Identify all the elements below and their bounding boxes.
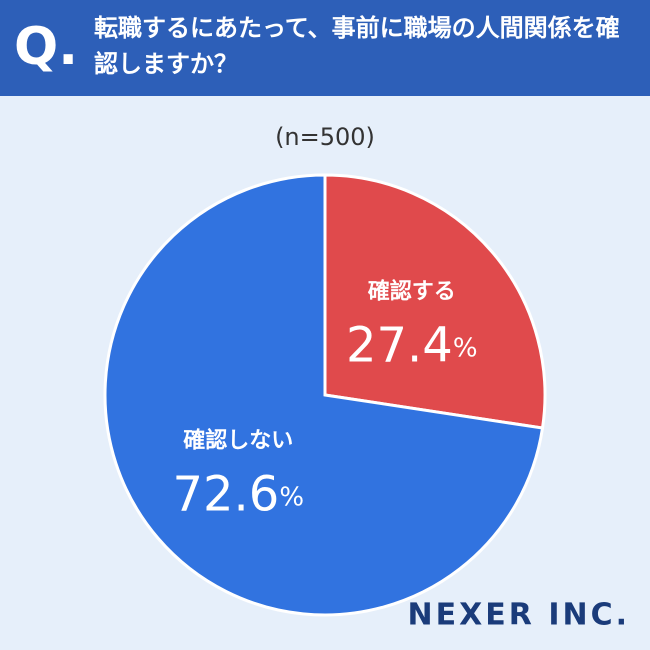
brand: NEXER INC. xyxy=(408,598,630,633)
pie-slice xyxy=(103,173,545,617)
question-mark: Q. xyxy=(14,17,78,77)
value-label: 72.6% xyxy=(172,467,304,523)
category-label: 確認しない xyxy=(183,428,293,454)
value-label: 27.4% xyxy=(346,317,478,373)
chart: (n=500) NEXER INC. 確認する 27.4% 確認しない 72.6% xyxy=(103,123,630,633)
category-label: 確認する xyxy=(368,278,456,304)
chart-title: 転職するにあたって、事前に職場の人間関係を確認しますか？ xyxy=(94,14,620,78)
subtitle: (n=500) xyxy=(275,123,375,151)
header: Q. 転職するにあたって、事前に職場の人間関係を確認しますか？ xyxy=(0,0,650,96)
pie-slice xyxy=(323,173,547,430)
